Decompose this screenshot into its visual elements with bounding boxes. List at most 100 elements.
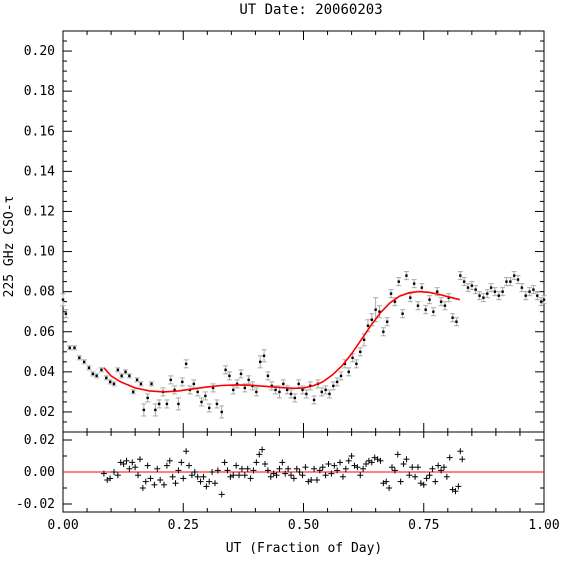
residual-point: [114, 472, 121, 479]
residual-point: [132, 464, 139, 471]
residual-point: [446, 454, 453, 461]
data-point: [362, 338, 366, 341]
data-point: [382, 330, 385, 333]
data-point: [274, 388, 277, 392]
data-point: [393, 300, 397, 303]
residual-point: [302, 464, 309, 471]
residual-point: [290, 475, 297, 482]
data-point: [466, 286, 470, 289]
data-point: [493, 290, 497, 293]
residual-point: [203, 483, 210, 490]
data-point: [243, 386, 247, 390]
residual-point: [397, 478, 404, 485]
residual-point: [175, 467, 182, 474]
data-point: [154, 408, 157, 412]
data-point: [489, 286, 493, 289]
residual-point: [142, 478, 149, 485]
data-point: [328, 392, 331, 396]
residual-point: [233, 462, 240, 469]
residual-point: [414, 464, 421, 471]
data-point: [146, 396, 149, 400]
data-point: [320, 390, 323, 394]
data-point: [228, 374, 231, 378]
residual-point: [206, 478, 213, 485]
data-point: [282, 382, 285, 386]
y-tick-label: 0.18: [24, 84, 55, 99]
data-point: [235, 382, 239, 386]
residual-point: [151, 481, 158, 488]
residual-point: [386, 485, 393, 491]
y-tick-label: 0.06: [24, 325, 55, 340]
data-point: [359, 350, 362, 353]
data-point: [142, 408, 146, 412]
residual-point: [126, 465, 133, 472]
residual-point: [409, 464, 416, 471]
residual-point: [209, 469, 216, 475]
upper-panel: 0.02 0.04 0.06 0.08 0.10 0.12 0.14 0.16 0.18 0.20: [24, 30, 547, 433]
data-point: [64, 312, 68, 315]
data-point: [401, 312, 404, 315]
residual-point: [194, 473, 201, 480]
residual-point: [172, 480, 179, 487]
y-tick-label: 0.16: [24, 124, 55, 139]
residual-point: [389, 464, 396, 471]
residual-point: [443, 473, 450, 480]
data-point: [532, 288, 535, 291]
residual-point: [186, 462, 193, 469]
residual-point: [420, 481, 427, 488]
residual-point: [253, 459, 260, 466]
y-tick-label: 0.14: [24, 164, 55, 179]
residual-point: [412, 473, 419, 480]
residual-point: [200, 473, 207, 480]
data-point: [416, 304, 420, 307]
data-point: [312, 398, 316, 402]
data-point: [501, 290, 504, 293]
data-point: [278, 390, 281, 394]
data-point: [262, 354, 266, 358]
residual-point: [157, 477, 164, 483]
residual-point: [339, 473, 346, 480]
data-point: [497, 294, 500, 297]
data-point: [215, 402, 219, 406]
residual-point: [331, 462, 338, 469]
residual-point: [129, 459, 136, 466]
data-point: [132, 390, 135, 394]
data-point: [285, 388, 289, 392]
data-point: [95, 374, 98, 378]
residual-point: [435, 462, 442, 469]
data-point: [347, 370, 350, 374]
residual-point: [139, 485, 146, 491]
residual-point: [236, 472, 243, 479]
residual-point: [459, 456, 466, 463]
data-point: [455, 320, 458, 323]
data-point: [439, 300, 443, 303]
data-point: [542, 298, 546, 301]
data-point: [539, 300, 543, 303]
data-point: [305, 392, 308, 396]
data-point: [324, 388, 327, 392]
residual-point: [308, 477, 315, 483]
residual-point: [391, 467, 398, 474]
residual-point: [383, 478, 390, 485]
residual-point: [311, 465, 318, 472]
data-point: [397, 280, 400, 283]
data-point: [165, 402, 169, 406]
x-tick-label: 0.50: [288, 518, 319, 533]
data-point: [412, 282, 416, 285]
data-point: [139, 382, 143, 386]
residual-panel: 0.00 0.25 0.50 0.75 1.00 -0.02 0.00 0.02: [16, 431, 560, 533]
y-tick-label: 0.04: [24, 365, 55, 380]
data-point: [370, 318, 374, 321]
x-tick-label: 0.00: [47, 518, 78, 533]
residual-point: [368, 459, 375, 466]
data-point: [266, 374, 270, 378]
y-axis-label: 225 GHz CSO-τ: [2, 196, 17, 298]
residual-point: [357, 472, 364, 479]
residual-point: [342, 465, 349, 472]
residual-point: [325, 461, 332, 467]
data-point: [451, 316, 454, 319]
data-point: [181, 380, 184, 384]
data-point: [169, 378, 172, 382]
residual-point: [282, 470, 289, 477]
